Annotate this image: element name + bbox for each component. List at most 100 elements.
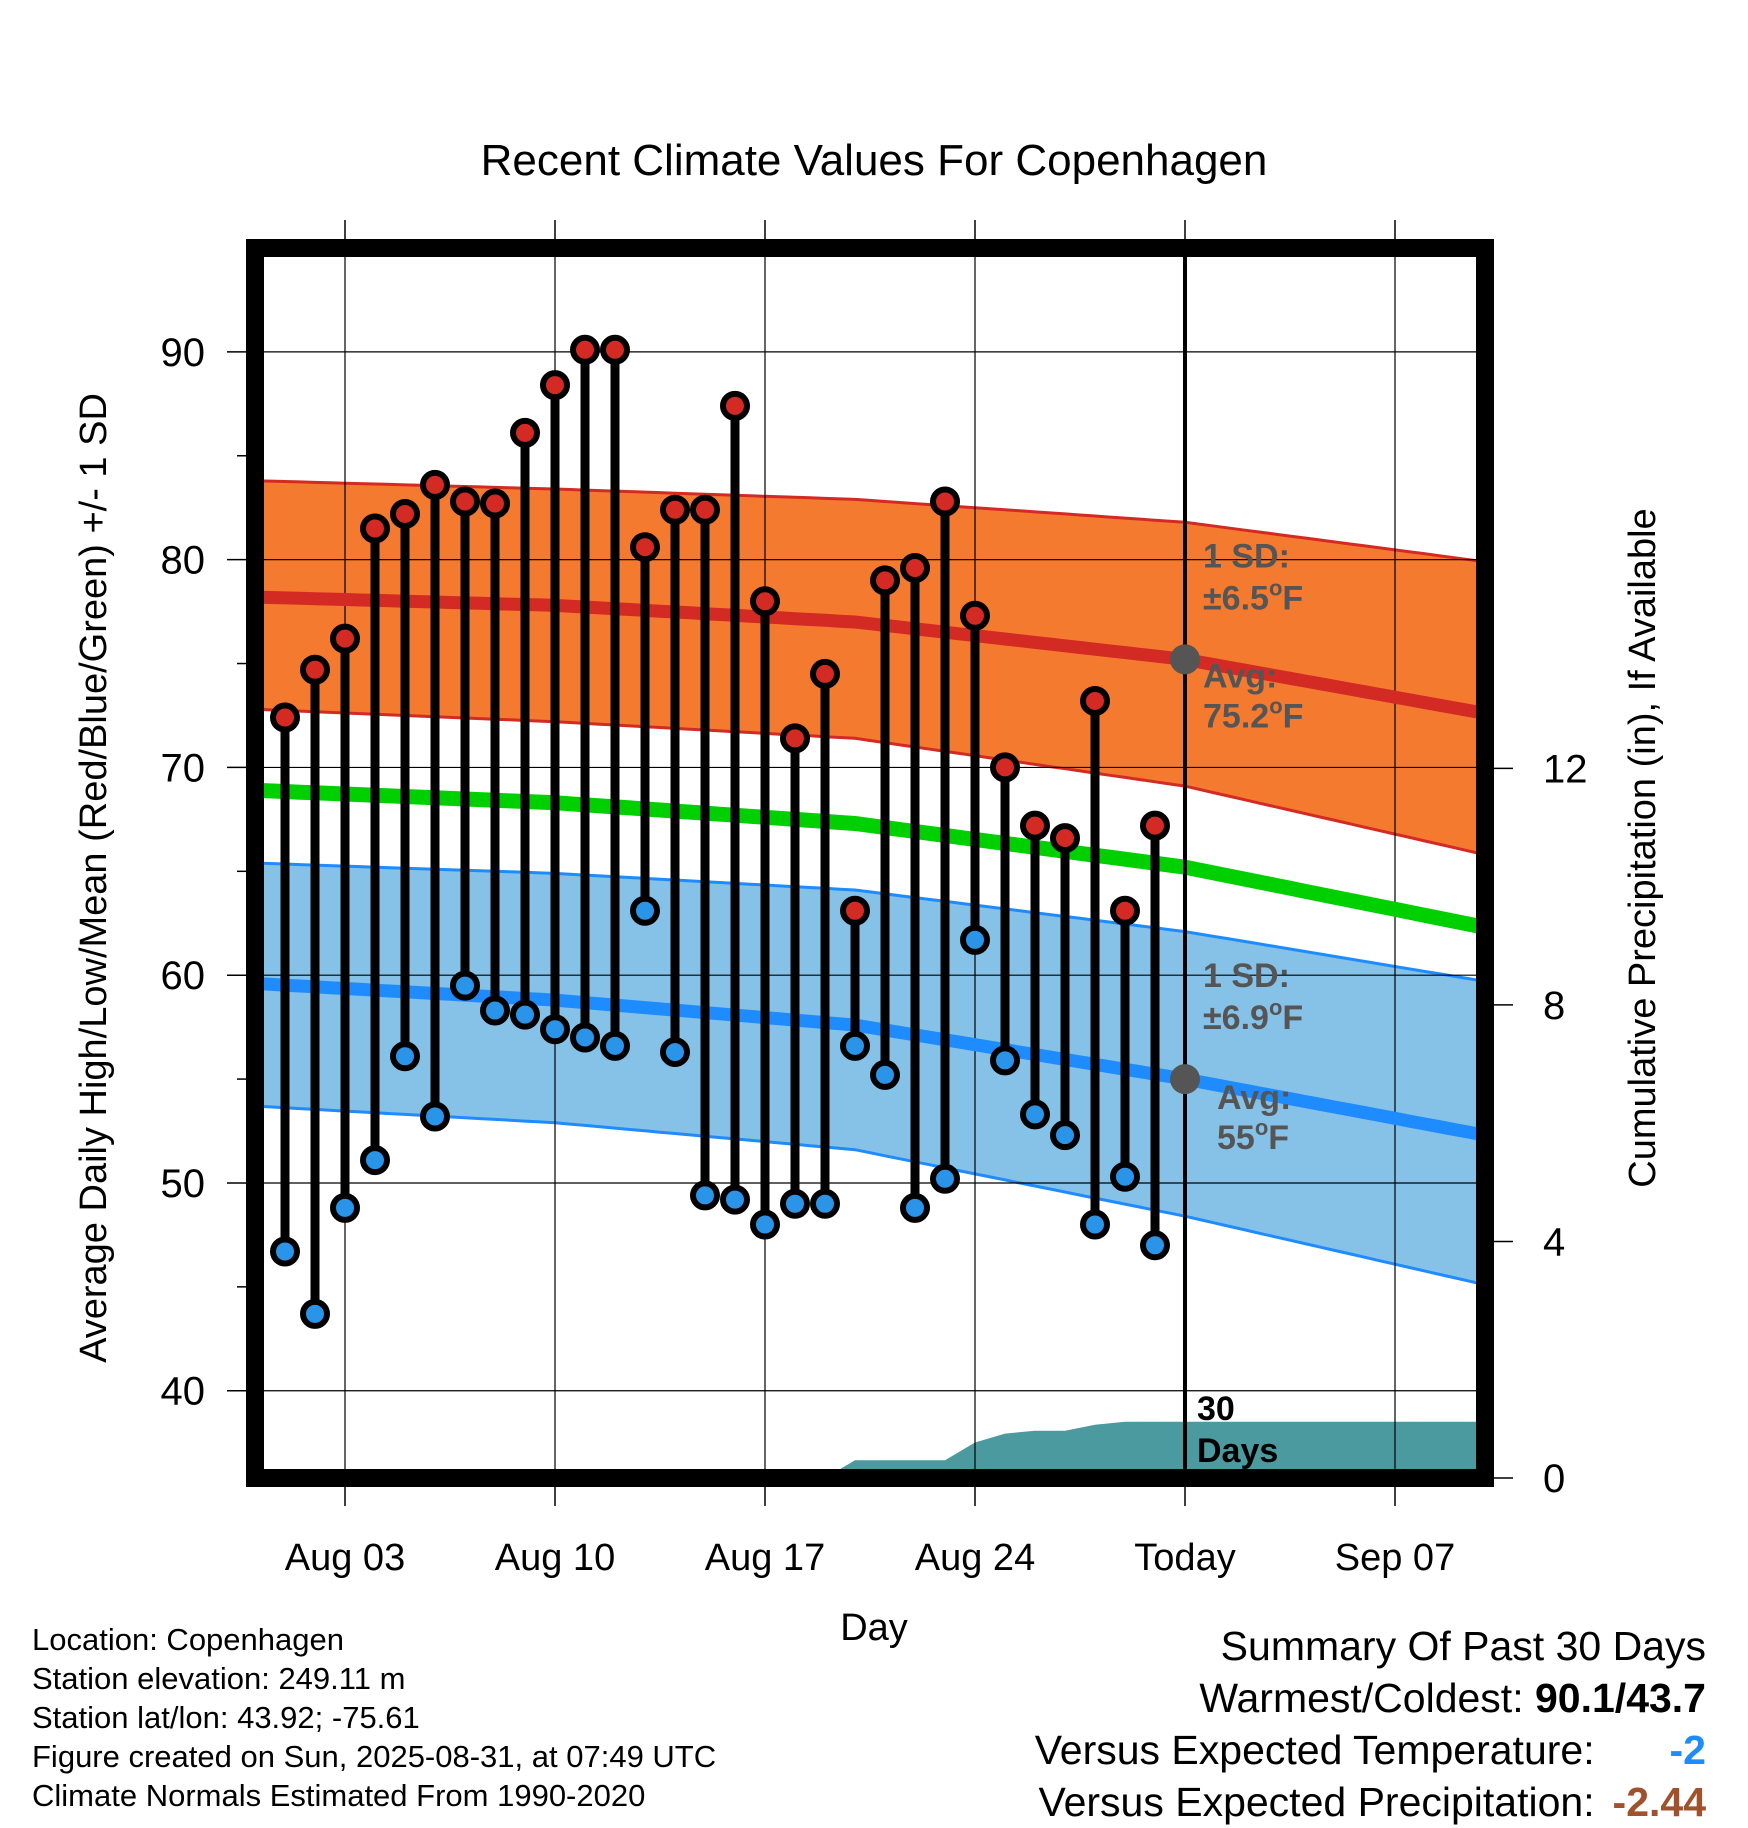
daily-high-point bbox=[600, 334, 630, 365]
daily-low-point bbox=[660, 1037, 690, 1068]
daily-low-point bbox=[390, 1041, 420, 1072]
high-sd-value: ±6.5oF bbox=[1203, 575, 1303, 617]
daily-low-point bbox=[900, 1192, 930, 1223]
summary-heading: Summary Of Past 30 Days bbox=[1220, 1623, 1706, 1669]
daily-high-point bbox=[330, 623, 360, 654]
today-low-avg-marker bbox=[1170, 1064, 1200, 1095]
x-tick-label: Aug 17 bbox=[705, 1537, 825, 1579]
summary-panel: Summary Of Past 30 Days Warmest/Coldest:… bbox=[1035, 1620, 1706, 1828]
daily-high-point bbox=[900, 552, 930, 583]
daily-high-point bbox=[840, 895, 870, 926]
y-tick-label: 50 bbox=[161, 1162, 206, 1206]
daily-high-point bbox=[270, 702, 300, 733]
low-sd-value: ±6.9oF bbox=[1203, 995, 1303, 1037]
daily-low-point bbox=[720, 1184, 750, 1215]
daily-low-point bbox=[690, 1180, 720, 1211]
daily-low-point bbox=[1140, 1230, 1170, 1261]
daily-low-point bbox=[450, 970, 480, 1001]
y-tick-label: 60 bbox=[161, 954, 206, 998]
daily-low-point bbox=[1050, 1120, 1080, 1151]
daily-high-point bbox=[450, 486, 480, 517]
warmest-coldest-value: 90.1/43.7 bbox=[1535, 1675, 1706, 1721]
x-tick-label: Sep 07 bbox=[1335, 1537, 1455, 1579]
y-tick-label: 90 bbox=[161, 331, 206, 375]
y-tick-label: 80 bbox=[161, 539, 206, 583]
daily-high-point bbox=[510, 417, 540, 448]
daily-high-point bbox=[810, 658, 840, 689]
precip-vs-expected-value: -2.44 bbox=[1612, 1779, 1706, 1825]
y2-axis-label: Cumulative Precipitation (in), If Availa… bbox=[1622, 508, 1664, 1187]
daily-high-point bbox=[1140, 810, 1170, 841]
high-sd-label: 1 SD: bbox=[1203, 537, 1290, 575]
x-tick-label: Today bbox=[1134, 1537, 1235, 1579]
low-avg-label: Avg: bbox=[1217, 1079, 1291, 1117]
mean-normal-line bbox=[255, 782, 1485, 935]
low-sd-band bbox=[255, 863, 1485, 1285]
daily-high-point bbox=[870, 565, 900, 596]
high-normal-line bbox=[255, 590, 1485, 720]
low-sd-label: 1 SD: bbox=[1203, 957, 1290, 995]
daily-high-point bbox=[780, 723, 810, 754]
daily-low-point bbox=[630, 895, 660, 926]
plot-clipped-layer bbox=[255, 248, 1485, 1478]
daily-low-point bbox=[840, 1030, 870, 1061]
warmest-coldest-label: Warmest/Coldest: bbox=[1199, 1675, 1524, 1721]
daily-high-point bbox=[540, 370, 570, 401]
high-sd-band bbox=[255, 480, 1485, 855]
temp-vs-expected-row: Versus Expected Temperature: -2 bbox=[1035, 1724, 1706, 1776]
daily-high-point bbox=[1050, 823, 1080, 854]
warmest-coldest-row: Warmest/Coldest: 90.1/43.7 bbox=[1035, 1672, 1706, 1724]
daily-high-point bbox=[1020, 810, 1050, 841]
today-high-avg-marker bbox=[1170, 644, 1200, 675]
plot-frame bbox=[246, 239, 1494, 1487]
low-upper-edge bbox=[255, 861, 1485, 983]
daily-low-point bbox=[480, 995, 510, 1026]
daily-low-point bbox=[1080, 1209, 1110, 1240]
daily-high-point bbox=[630, 532, 660, 563]
daily-low-point bbox=[300, 1298, 330, 1329]
daily-low-point bbox=[870, 1059, 900, 1090]
window-days-label: Days bbox=[1197, 1432, 1278, 1470]
daily-high-point bbox=[480, 488, 510, 519]
x-axis-label: Day bbox=[840, 1607, 908, 1649]
chart-title: Recent Climate Values For Copenhagen bbox=[481, 136, 1268, 185]
y2-tick-label: 8 bbox=[1543, 984, 1565, 1028]
high-avg-value: 75.2oF bbox=[1203, 693, 1303, 735]
precipitation-area bbox=[795, 1421, 1485, 1478]
low-avg-value: 55oF bbox=[1217, 1115, 1289, 1157]
daily-low-point bbox=[270, 1236, 300, 1267]
daily-high-point bbox=[360, 513, 390, 544]
daily-low-point bbox=[1110, 1161, 1140, 1192]
daily-low-point bbox=[780, 1188, 810, 1219]
y-tick-label: 40 bbox=[161, 1370, 206, 1414]
high-upper-edge bbox=[255, 479, 1485, 564]
daily-high-point bbox=[720, 390, 750, 421]
daily-high-point bbox=[1110, 895, 1140, 926]
daily-low-point bbox=[570, 1022, 600, 1053]
location-text: Location: Copenhagen bbox=[32, 1622, 344, 1657]
normals-source-text: Climate Normals Estimated From 1990-2020 bbox=[32, 1778, 646, 1813]
x-tick-label: Aug 03 bbox=[285, 1537, 405, 1579]
y2-tick-label: 4 bbox=[1543, 1220, 1565, 1264]
daily-low-point bbox=[360, 1145, 390, 1176]
y2-tick-label: 12 bbox=[1543, 747, 1588, 791]
created-text: Figure created on Sun, 2025-08-31, at 07… bbox=[32, 1739, 717, 1774]
daily-high-point bbox=[990, 752, 1020, 783]
daily-low-point bbox=[510, 999, 540, 1030]
daily-low-point bbox=[600, 1030, 630, 1061]
daily-high-point bbox=[960, 600, 990, 631]
daily-high-point bbox=[660, 494, 690, 525]
daily-high-point bbox=[690, 494, 720, 525]
high-lower-edge bbox=[255, 707, 1485, 857]
precip-vs-expected-label: Versus Expected Precipitation: bbox=[1038, 1779, 1595, 1825]
daily-high-point bbox=[420, 469, 450, 500]
daily-low-point bbox=[330, 1192, 360, 1223]
y2-tick-label: 0 bbox=[1543, 1457, 1565, 1501]
y-tick-label: 70 bbox=[161, 746, 206, 790]
x-tick-label: Aug 10 bbox=[495, 1537, 615, 1579]
latlon-text: Station lat/lon: 43.92; -75.61 bbox=[32, 1700, 420, 1735]
y-axis-label: Average Daily High/Low/Mean (Red/Blue/Gr… bbox=[73, 393, 115, 1363]
elevation-text: Station elevation: 249.11 m bbox=[32, 1661, 406, 1696]
